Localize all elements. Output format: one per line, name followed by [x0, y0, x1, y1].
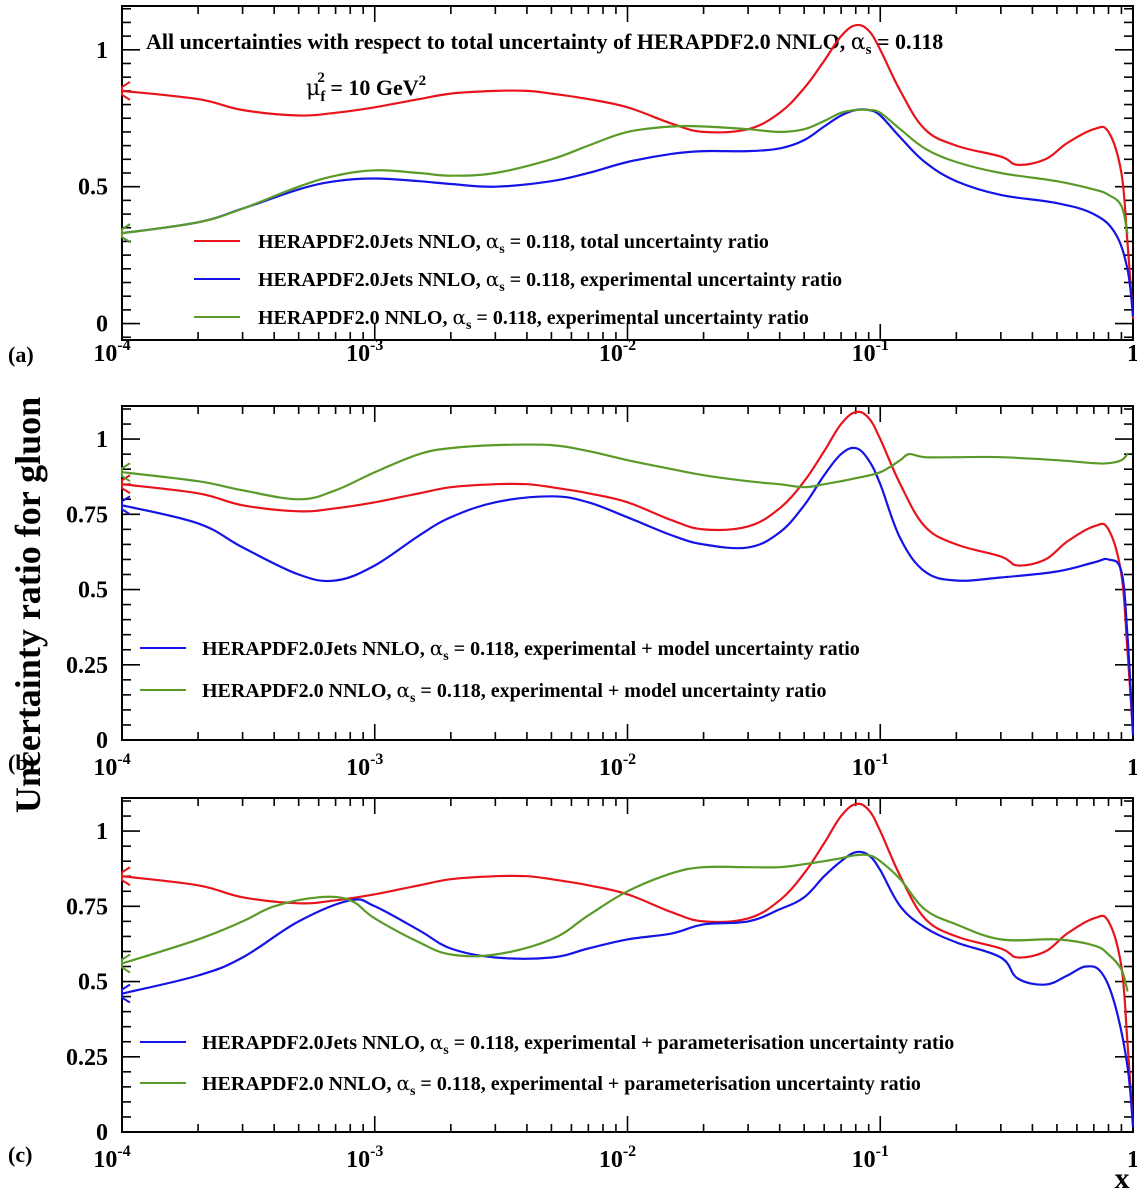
panel-a-title-alpha-sub: s [866, 42, 872, 58]
series-line-green [120, 108, 1129, 235]
panel-a-title-alpha: α [851, 30, 866, 55]
series-line-blue [120, 446, 1135, 736]
panel-a-scale-value: = 10 GeV [325, 75, 419, 100]
y-tick-label: 0.25 [66, 653, 108, 679]
panel-a-scale-sup: 2 [317, 70, 325, 86]
legend-label: HERAPDF2.0Jets NNLO, αs = 0.118, total u… [258, 229, 769, 257]
y-tick-label: 0.5 [78, 970, 108, 996]
panel-c: 10-4 10-3 10-2 10-1 1 0 0.25 0.5 0.75 1 (c) HERAPDF… [8, 797, 1137, 1173]
legend-label: HERAPDF2.0 NNLO, αs = 0.118, experimenta… [202, 678, 827, 706]
series-line-green [120, 853, 1129, 992]
x-axis-label: x [1115, 1162, 1130, 1195]
x-tick-label: 10-3 [346, 1143, 383, 1173]
y-tick-label: 1 [96, 38, 108, 64]
series-line-red [120, 802, 1135, 1128]
x-tick-label: 10-3 [346, 751, 383, 781]
x-tick-label: 1 [1127, 341, 1137, 367]
series-line-red [120, 410, 1135, 736]
y-tick-label: 1 [96, 819, 108, 845]
panel-a-scale: μf 2 = 10 GeV2 [306, 70, 426, 105]
legend-label: HERAPDF2.0 NNLO, αs = 0.118, experimenta… [258, 305, 809, 333]
x-tick-label: 1 [1127, 1147, 1137, 1173]
y-tick-label: 0.75 [66, 894, 108, 920]
panel-a: 10-4 10-3 10-2 10-1 1 0 0.5 1 (a) HERAPDF2.0Jets … [8, 5, 1137, 367]
legend-label: HERAPDF2.0Jets NNLO, αs = 0.118, experim… [202, 636, 860, 664]
y-tick-label: 0.25 [66, 1045, 108, 1071]
x-tick-label: 10-4 [93, 337, 130, 367]
x-tick-label: 1 [1127, 755, 1137, 781]
x-tick-label: 10-2 [599, 337, 636, 367]
panel-a-title: All uncertainties with respect to total … [146, 29, 943, 58]
panel-a-scale-mu: μ [306, 76, 320, 101]
series-edge-marker [121, 81, 131, 101]
y-tick-label: 0.5 [78, 175, 108, 201]
series-line-blue [120, 850, 1135, 1128]
y-tick-label: 0.75 [66, 502, 108, 528]
panel-label: (b) [8, 750, 35, 775]
panel-a-title-value: = 0.118 [871, 29, 943, 54]
y-tick-label: 0 [96, 728, 108, 754]
y-axis-label: Uncertainty ratio for gluon [8, 397, 48, 813]
y-tick-label: 0 [96, 1120, 108, 1146]
series-edge-marker [121, 866, 131, 887]
series-edge-marker [121, 953, 131, 974]
series-edge-marker [121, 983, 131, 1004]
x-tick-label: 10-2 [599, 751, 636, 781]
x-tick-label: 10-2 [599, 1143, 636, 1173]
y-tick-label: 0 [96, 312, 108, 338]
series-line-green [120, 443, 1129, 501]
series-edge-marker [121, 495, 131, 516]
x-tick-label: 10-1 [852, 337, 889, 367]
legend-label: HERAPDF2.0Jets NNLO, αs = 0.118, experim… [258, 267, 842, 295]
panel-b: 10-4 10-3 10-2 10-1 1 0 0.25 0.5 0.75 1 (b) HERAPDF… [8, 405, 1137, 781]
legend-label: HERAPDF2.0Jets NNLO, αs = 0.118, experim… [202, 1030, 954, 1058]
x-tick-label: 10-4 [93, 1143, 130, 1173]
panel-a-scale-sub: f [320, 89, 326, 105]
series-line-red [120, 23, 1135, 320]
legend-label: HERAPDF2.0 NNLO, αs = 0.118, experimenta… [202, 1071, 921, 1099]
x-tick-label: 10-4 [93, 751, 130, 781]
series-edge-marker [121, 223, 131, 244]
panel-label: (a) [8, 342, 34, 367]
y-tick-label: 1 [96, 427, 108, 453]
series-edge-marker [121, 462, 131, 483]
y-tick-label: 0.5 [78, 578, 108, 604]
x-tick-label: 10-1 [852, 751, 889, 781]
series-line-blue [120, 108, 1135, 317]
panel-a-scale-sup-2: 2 [419, 73, 427, 89]
panel-a-title-text: All uncertainties with respect to total … [146, 29, 851, 54]
x-tick-label: 10-3 [346, 337, 383, 367]
panel-label: (c) [8, 1142, 32, 1167]
x-tick-label: 10-1 [852, 1143, 889, 1173]
